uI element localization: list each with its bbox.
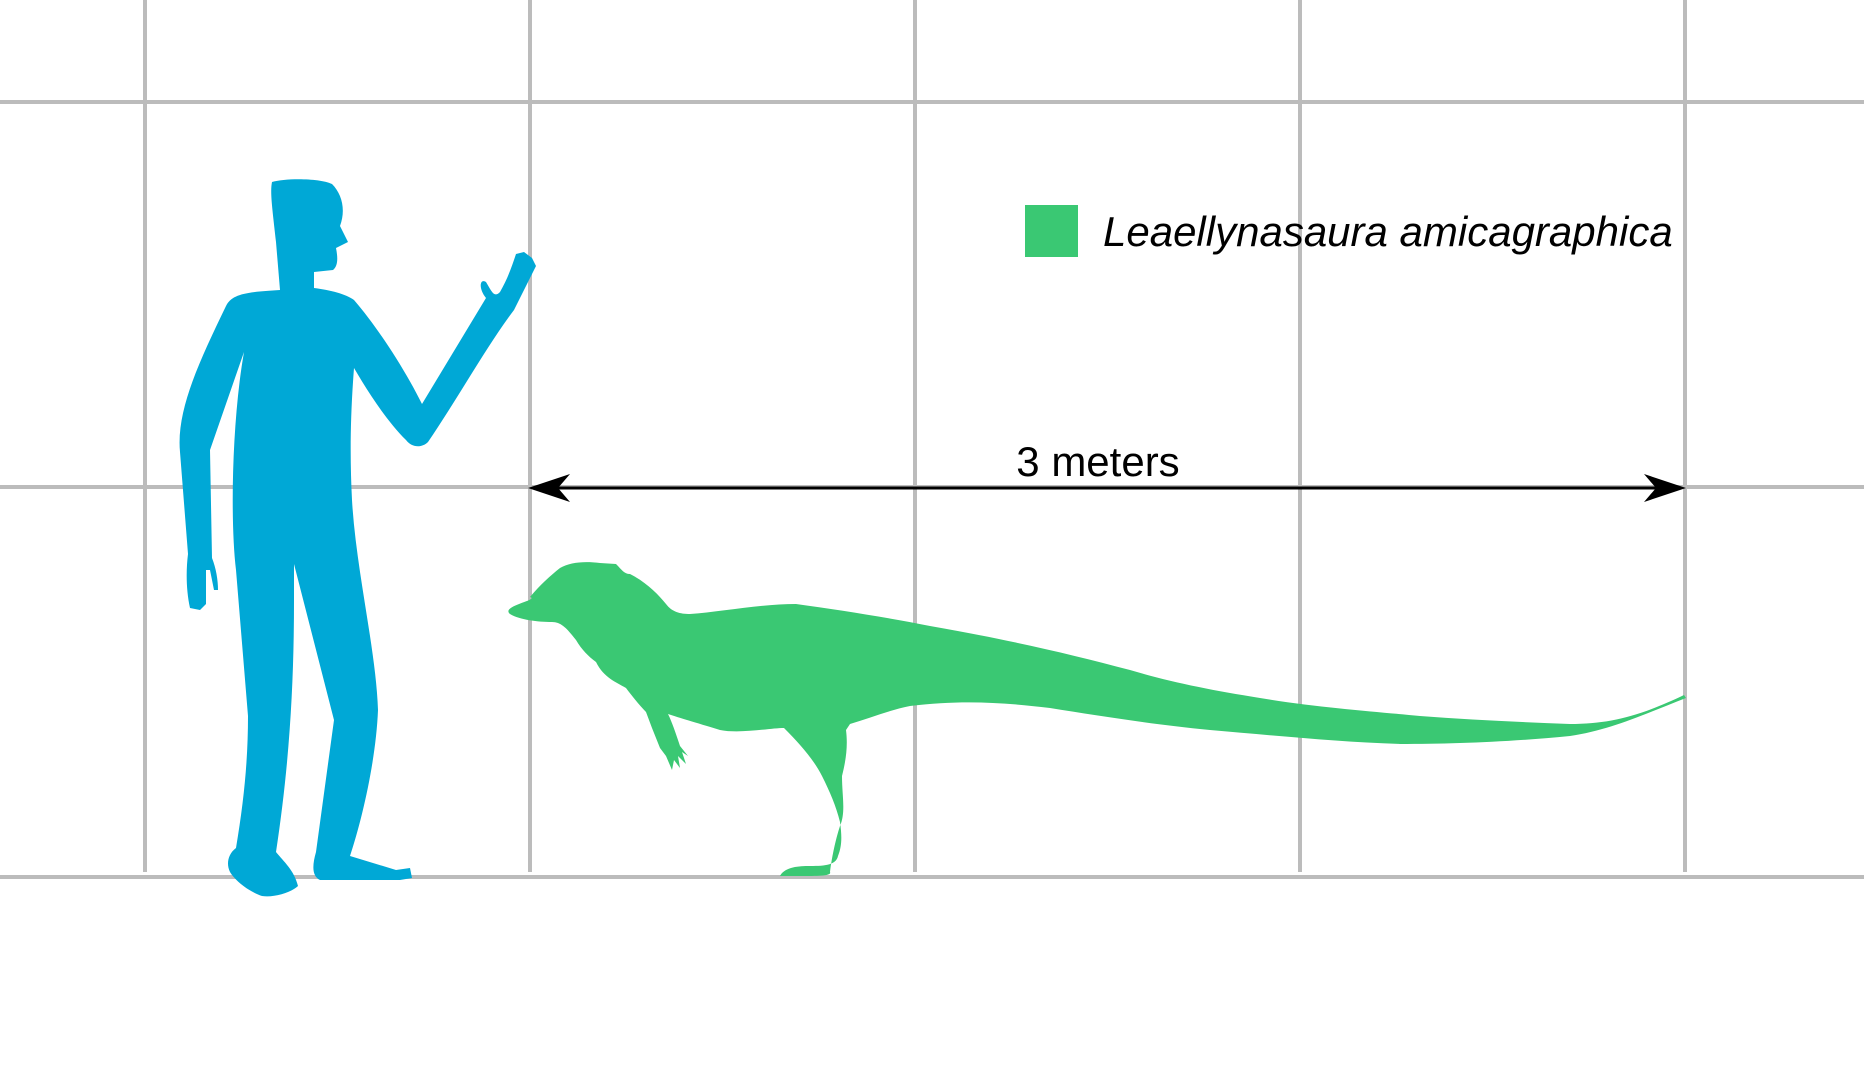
measurement-label: 3 meters — [1016, 438, 1179, 485]
measurement-arrow — [528, 474, 1686, 502]
legend: Leaellynasaura amicagraphica — [1025, 205, 1673, 257]
legend-label: Leaellynasaura amicagraphica — [1103, 208, 1673, 255]
legend-swatch — [1025, 205, 1078, 257]
arrow-left-head-icon — [528, 474, 570, 502]
arrow-right-head-icon — [1644, 474, 1686, 502]
dinosaur-silhouette — [508, 562, 1686, 876]
human-silhouette — [179, 179, 536, 897]
